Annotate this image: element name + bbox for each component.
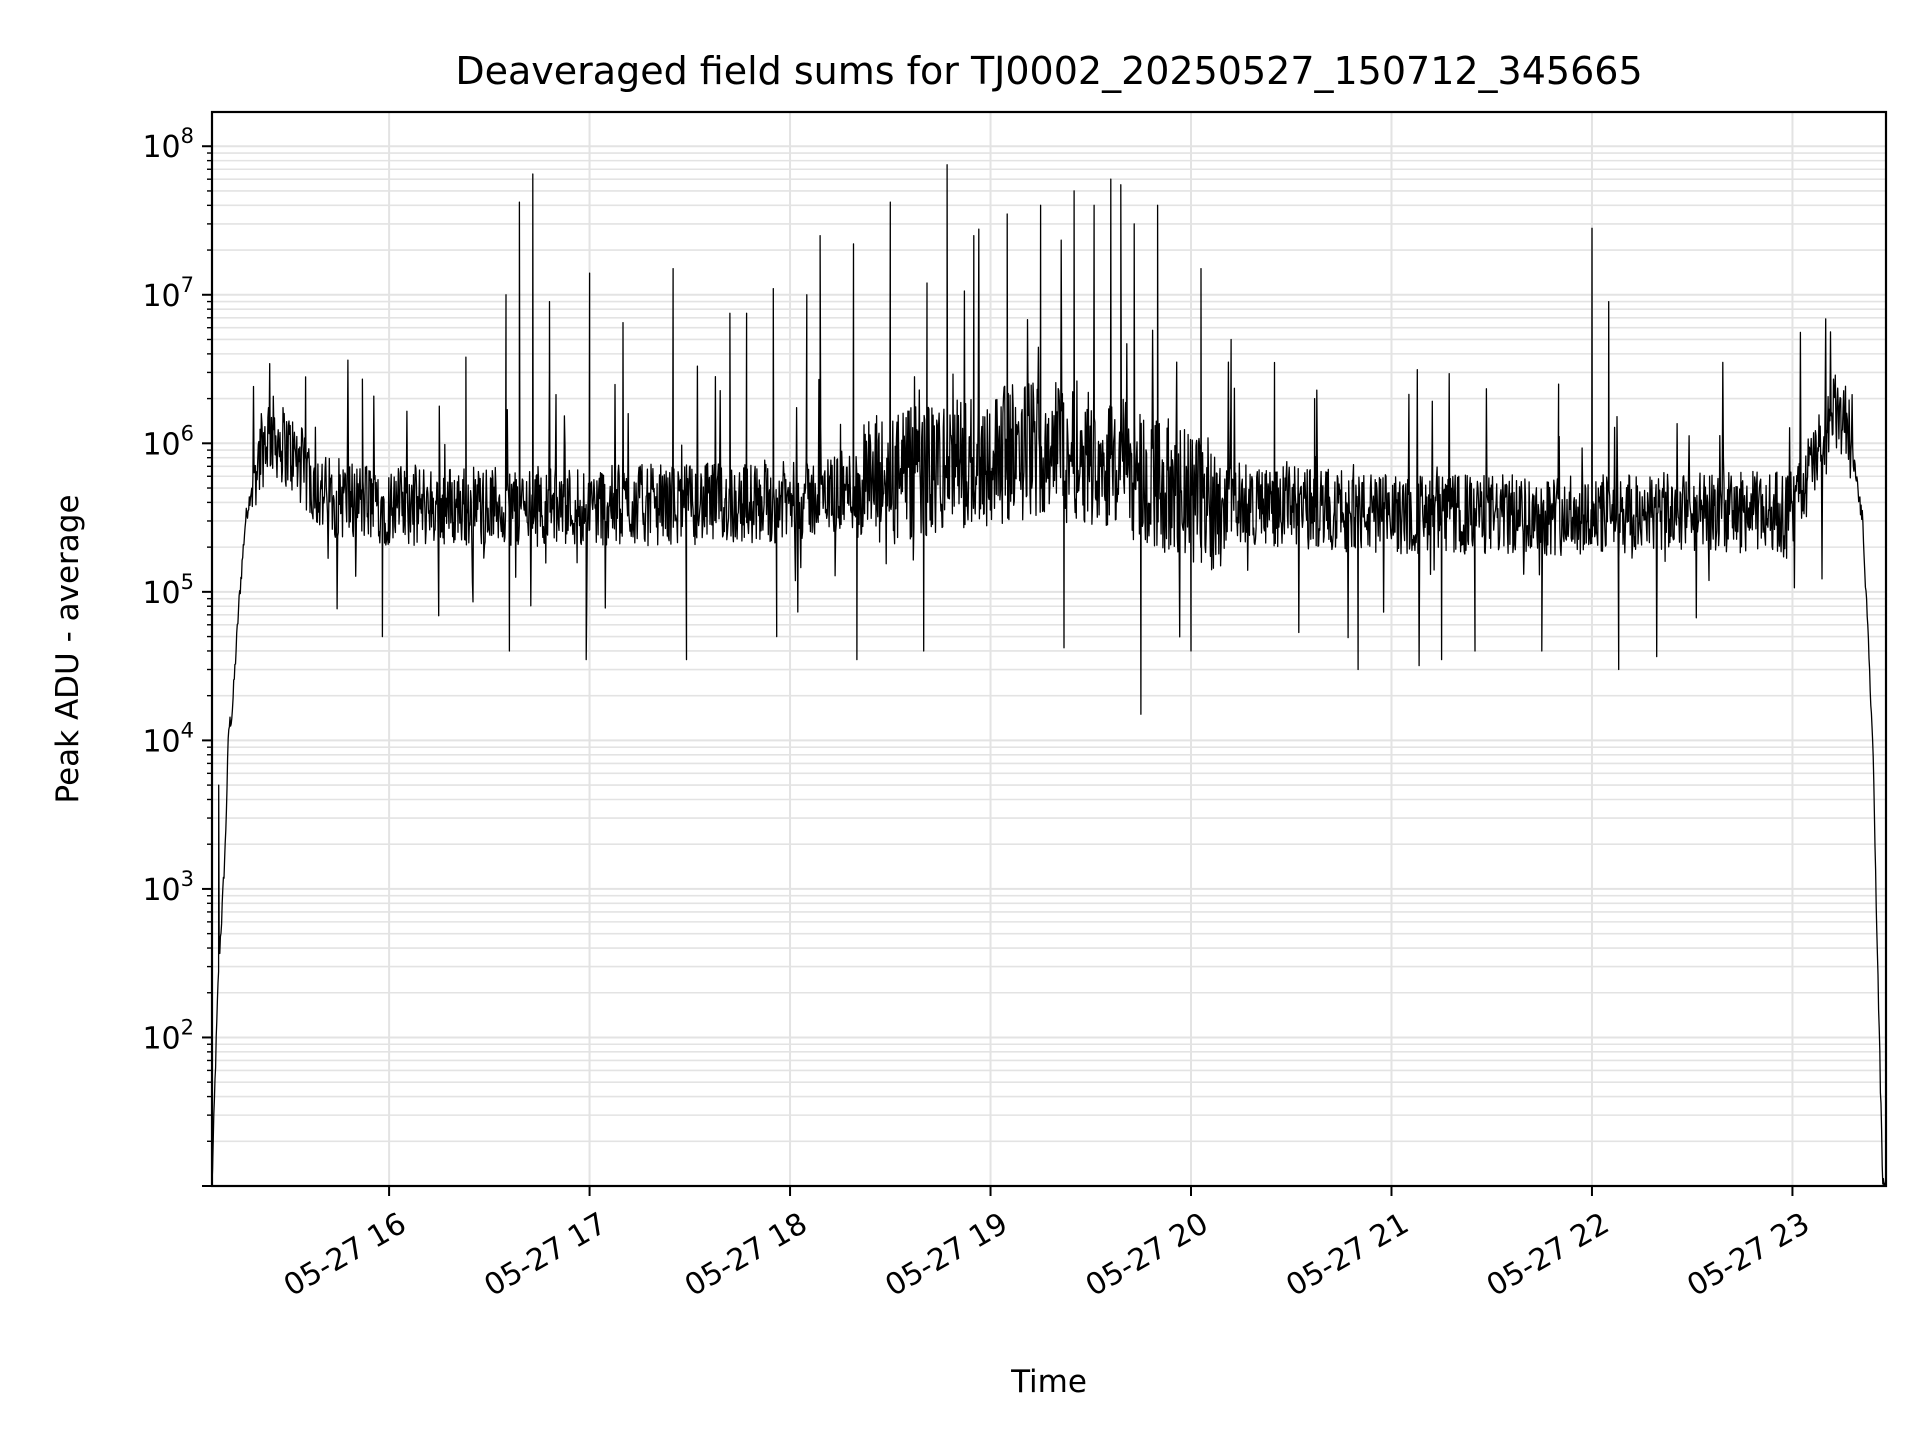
y-tick-label: 108 xyxy=(142,124,194,165)
chart-title: Deaveraged field sums for TJ0002_2025052… xyxy=(455,49,1642,93)
y-tick-label: 105 xyxy=(142,570,194,611)
y-tick-label: 104 xyxy=(142,718,194,759)
y-tick-label: 102 xyxy=(142,1015,194,1056)
plot-frame xyxy=(210,110,1888,1188)
x-axis-title: Time xyxy=(1010,1364,1087,1400)
y-tick-label: 106 xyxy=(142,421,194,462)
y-tick-label: 107 xyxy=(142,273,194,314)
y-tick-label: 103 xyxy=(142,867,194,908)
series-line xyxy=(212,164,1886,1186)
plot-area xyxy=(212,164,1886,1186)
y-axis-title: Peak ADU - average xyxy=(50,494,86,803)
